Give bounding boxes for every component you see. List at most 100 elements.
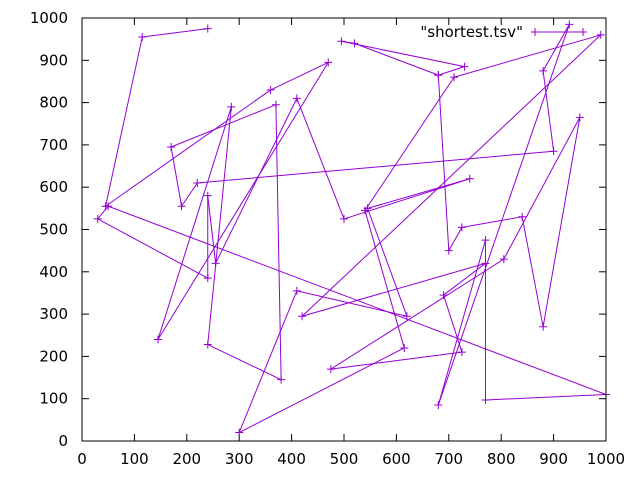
x-tick-label: 100 <box>120 450 149 468</box>
data-point <box>465 174 474 183</box>
data-point <box>340 214 348 223</box>
x-tick-label: 700 <box>434 450 463 468</box>
x-tick-label: 400 <box>277 450 306 468</box>
data-point <box>203 191 212 200</box>
y-tick-label: 700 <box>39 136 68 154</box>
x-tick-label: 1000 <box>587 450 625 468</box>
series-segment <box>181 182 198 207</box>
data-point <box>575 113 584 122</box>
series-segment <box>367 208 408 317</box>
series-segment <box>142 28 208 38</box>
series-segment <box>438 66 465 76</box>
data-point <box>481 259 490 268</box>
data-point <box>400 343 409 352</box>
legend-point <box>531 28 539 36</box>
data-point <box>518 212 527 221</box>
plot-frame <box>81 17 607 442</box>
y-tick-label: 300 <box>39 305 68 323</box>
data-point <box>444 246 453 255</box>
series-segment <box>301 34 602 317</box>
series-segment <box>170 146 183 207</box>
series-segment <box>197 150 554 184</box>
series-segment <box>238 347 405 433</box>
series-segment <box>503 117 581 260</box>
y-tick-label: 400 <box>39 263 68 281</box>
data-point <box>211 259 220 268</box>
series-segment <box>367 178 470 209</box>
data-point <box>596 30 605 39</box>
x-tick-label: 900 <box>539 450 568 468</box>
series-segment <box>330 351 462 370</box>
data-point <box>203 24 212 33</box>
data-point <box>104 202 113 211</box>
series-segment <box>364 210 405 349</box>
series-segment <box>296 98 345 220</box>
data-point <box>292 94 301 103</box>
data-point <box>177 202 186 211</box>
series-segment <box>97 218 208 279</box>
data-point <box>350 39 359 48</box>
data-point <box>434 401 443 410</box>
data-point <box>193 178 202 187</box>
data-point <box>402 312 411 321</box>
series-segment <box>207 106 232 345</box>
data-point <box>481 236 490 245</box>
legend: "shortest.tsv" <box>420 23 587 41</box>
series-segment <box>207 195 217 264</box>
data-point <box>457 348 466 357</box>
data-point <box>324 58 333 67</box>
series-segment <box>453 34 601 78</box>
data-point <box>326 365 335 374</box>
data-point <box>360 206 369 215</box>
series-segment <box>437 239 486 406</box>
data-point <box>235 428 244 437</box>
series-segment <box>207 344 282 381</box>
legend-point <box>579 28 587 36</box>
data-point <box>565 20 574 29</box>
data-point <box>481 395 490 404</box>
series-segment <box>296 290 407 317</box>
data-point <box>167 143 176 152</box>
series-segment <box>354 42 439 76</box>
data-point <box>450 73 459 82</box>
x-tick-label: 600 <box>382 450 411 468</box>
y-tick-label: 900 <box>39 51 68 69</box>
y-tick-label: 600 <box>39 178 68 196</box>
x-tick-label: 800 <box>487 450 516 468</box>
series-segment <box>330 258 505 370</box>
data-point <box>138 33 147 42</box>
y-tick-label: 0 <box>58 432 68 450</box>
y-tick-label: 1000 <box>30 9 68 27</box>
series-segment <box>105 89 271 207</box>
series-segment <box>448 227 463 251</box>
data-point <box>549 147 558 156</box>
series-segment <box>461 216 523 228</box>
series-segment <box>542 70 555 152</box>
data-point <box>277 375 286 384</box>
series-segment <box>364 76 455 211</box>
series-segment <box>443 294 463 353</box>
data-point <box>292 286 301 295</box>
series-segment <box>275 104 282 380</box>
data-point <box>266 85 275 94</box>
data-point <box>434 71 443 80</box>
data-point <box>539 66 548 75</box>
data-point <box>499 255 508 264</box>
series-segment <box>238 290 298 433</box>
series-layer <box>93 20 610 437</box>
data-point <box>93 214 102 223</box>
series-segment <box>437 75 450 251</box>
series-segment <box>157 62 329 340</box>
series-segment <box>542 117 581 327</box>
series-segment <box>301 262 486 317</box>
data-point <box>203 274 212 283</box>
series-segment <box>341 40 465 68</box>
data-point <box>337 37 346 46</box>
series-segment <box>157 106 232 340</box>
x-tick-label: 500 <box>330 450 359 468</box>
axis-tick-labels: 0 100 200 300 400 500 600 700 800 900 1000 0 100 200 3… <box>30 9 625 468</box>
legend-marker <box>531 28 587 36</box>
data-point <box>460 62 469 71</box>
